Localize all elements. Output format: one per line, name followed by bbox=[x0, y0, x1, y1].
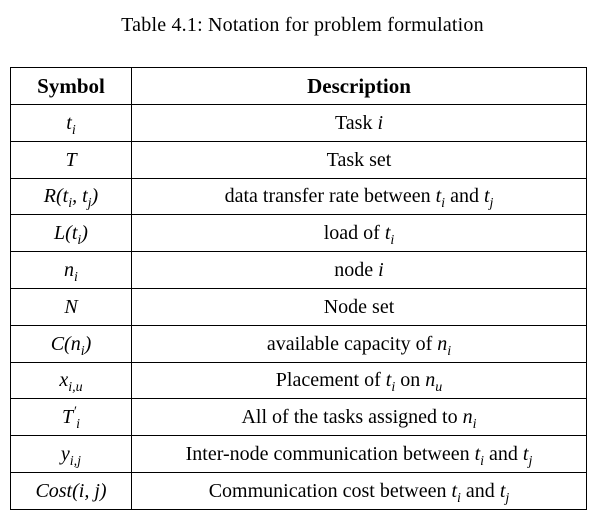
description-cell: Placement of ti on nu bbox=[131, 361, 587, 400]
symbol-cell: xi,u bbox=[10, 361, 132, 400]
description-cell: Node set bbox=[131, 287, 587, 326]
description-cell: data transfer rate between ti and tj bbox=[131, 177, 587, 216]
symbol-cell: Cost(i, j) bbox=[10, 471, 132, 510]
symbol-cell: T bbox=[10, 140, 132, 179]
symbol-cell: C(ni) bbox=[10, 324, 132, 363]
table-caption: Table 4.1: Notation for problem formulat… bbox=[121, 14, 484, 36]
notation-table: Symbol Description ti Task i T Task set R(ti… bbox=[10, 67, 587, 510]
table-row: Cost(i, j) Communication cost between ti … bbox=[10, 471, 587, 510]
description-cell: Communication cost between ti and tj bbox=[131, 471, 587, 510]
table-row: yi,j Inter-node communication between ti … bbox=[10, 435, 587, 473]
description-cell: Inter-node communication between ti and … bbox=[131, 435, 587, 473]
table-body: ti Task i T Task set R(ti, tj) data transfer … bbox=[10, 104, 587, 510]
table-row: C(ni) available capacity of ni bbox=[10, 324, 587, 363]
table-row: T Task set bbox=[10, 140, 587, 179]
symbol-cell: yi,j bbox=[10, 435, 132, 473]
table-row: L(ti) load of ti bbox=[10, 214, 587, 253]
symbol-cell: T′i bbox=[10, 398, 132, 437]
symbol-cell: ti bbox=[10, 104, 132, 142]
description-cell: Task i bbox=[131, 104, 587, 142]
table-row: xi,u Placement of ti on nu bbox=[10, 361, 587, 400]
description-cell: load of ti bbox=[131, 214, 587, 253]
description-cell: node i bbox=[131, 251, 587, 289]
table-row: ni node i bbox=[10, 251, 587, 289]
table-row: ti Task i bbox=[10, 104, 587, 142]
header-row: Symbol Description bbox=[10, 67, 587, 105]
header-description: Description bbox=[131, 67, 587, 105]
symbol-cell: L(ti) bbox=[10, 214, 132, 253]
description-cell: available capacity of ni bbox=[131, 324, 587, 363]
header-symbol: Symbol bbox=[10, 67, 132, 105]
description-cell: All of the tasks assigned to ni bbox=[131, 398, 587, 437]
table-row: N Node set bbox=[10, 287, 587, 326]
symbol-cell: R(ti, tj) bbox=[10, 177, 132, 216]
table-row: R(ti, tj) data transfer rate between ti a… bbox=[10, 177, 587, 216]
table-row: T′i All of the tasks assigned to ni bbox=[10, 398, 587, 437]
symbol-cell: N bbox=[10, 287, 132, 326]
symbol-cell: ni bbox=[10, 251, 132, 289]
description-cell: Task set bbox=[131, 140, 587, 179]
